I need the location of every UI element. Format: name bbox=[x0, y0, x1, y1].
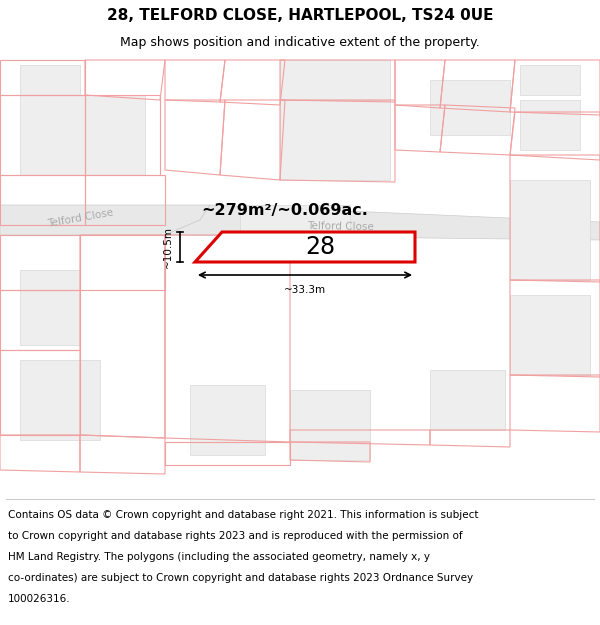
Bar bbox=[430, 370, 505, 430]
Text: Map shows position and indicative extent of the property.: Map shows position and indicative extent… bbox=[120, 36, 480, 49]
Text: Telford Close: Telford Close bbox=[46, 208, 114, 229]
Polygon shape bbox=[165, 205, 600, 240]
Bar bbox=[430, 80, 510, 135]
Bar bbox=[510, 295, 590, 375]
Bar bbox=[20, 65, 80, 95]
Text: Contains OS data © Crown copyright and database right 2021. This information is : Contains OS data © Crown copyright and d… bbox=[8, 510, 478, 520]
Bar bbox=[290, 390, 370, 460]
Bar bbox=[240, 205, 350, 255]
Bar bbox=[280, 100, 390, 180]
Text: 28: 28 bbox=[305, 235, 335, 259]
Bar bbox=[190, 385, 265, 455]
Text: ~279m²/~0.069ac.: ~279m²/~0.069ac. bbox=[202, 203, 368, 218]
Polygon shape bbox=[0, 205, 210, 235]
Bar bbox=[20, 270, 80, 345]
Bar bbox=[20, 95, 145, 175]
Polygon shape bbox=[195, 232, 415, 262]
Bar bbox=[510, 180, 590, 280]
Bar bbox=[280, 60, 390, 100]
Bar bbox=[520, 100, 580, 150]
Text: Telford Close: Telford Close bbox=[307, 221, 373, 232]
Bar bbox=[20, 360, 100, 440]
Bar bbox=[520, 65, 580, 95]
Text: co-ordinates) are subject to Crown copyright and database rights 2023 Ordnance S: co-ordinates) are subject to Crown copyr… bbox=[8, 573, 473, 583]
Text: 100026316.: 100026316. bbox=[8, 594, 70, 604]
Text: ~33.3m: ~33.3m bbox=[284, 285, 326, 295]
Text: ~10.5m: ~10.5m bbox=[163, 226, 173, 268]
Text: to Crown copyright and database rights 2023 and is reproduced with the permissio: to Crown copyright and database rights 2… bbox=[8, 531, 463, 541]
Text: 28, TELFORD CLOSE, HARTLEPOOL, TS24 0UE: 28, TELFORD CLOSE, HARTLEPOOL, TS24 0UE bbox=[107, 8, 493, 23]
Text: HM Land Registry. The polygons (including the associated geometry, namely x, y: HM Land Registry. The polygons (includin… bbox=[8, 552, 430, 562]
